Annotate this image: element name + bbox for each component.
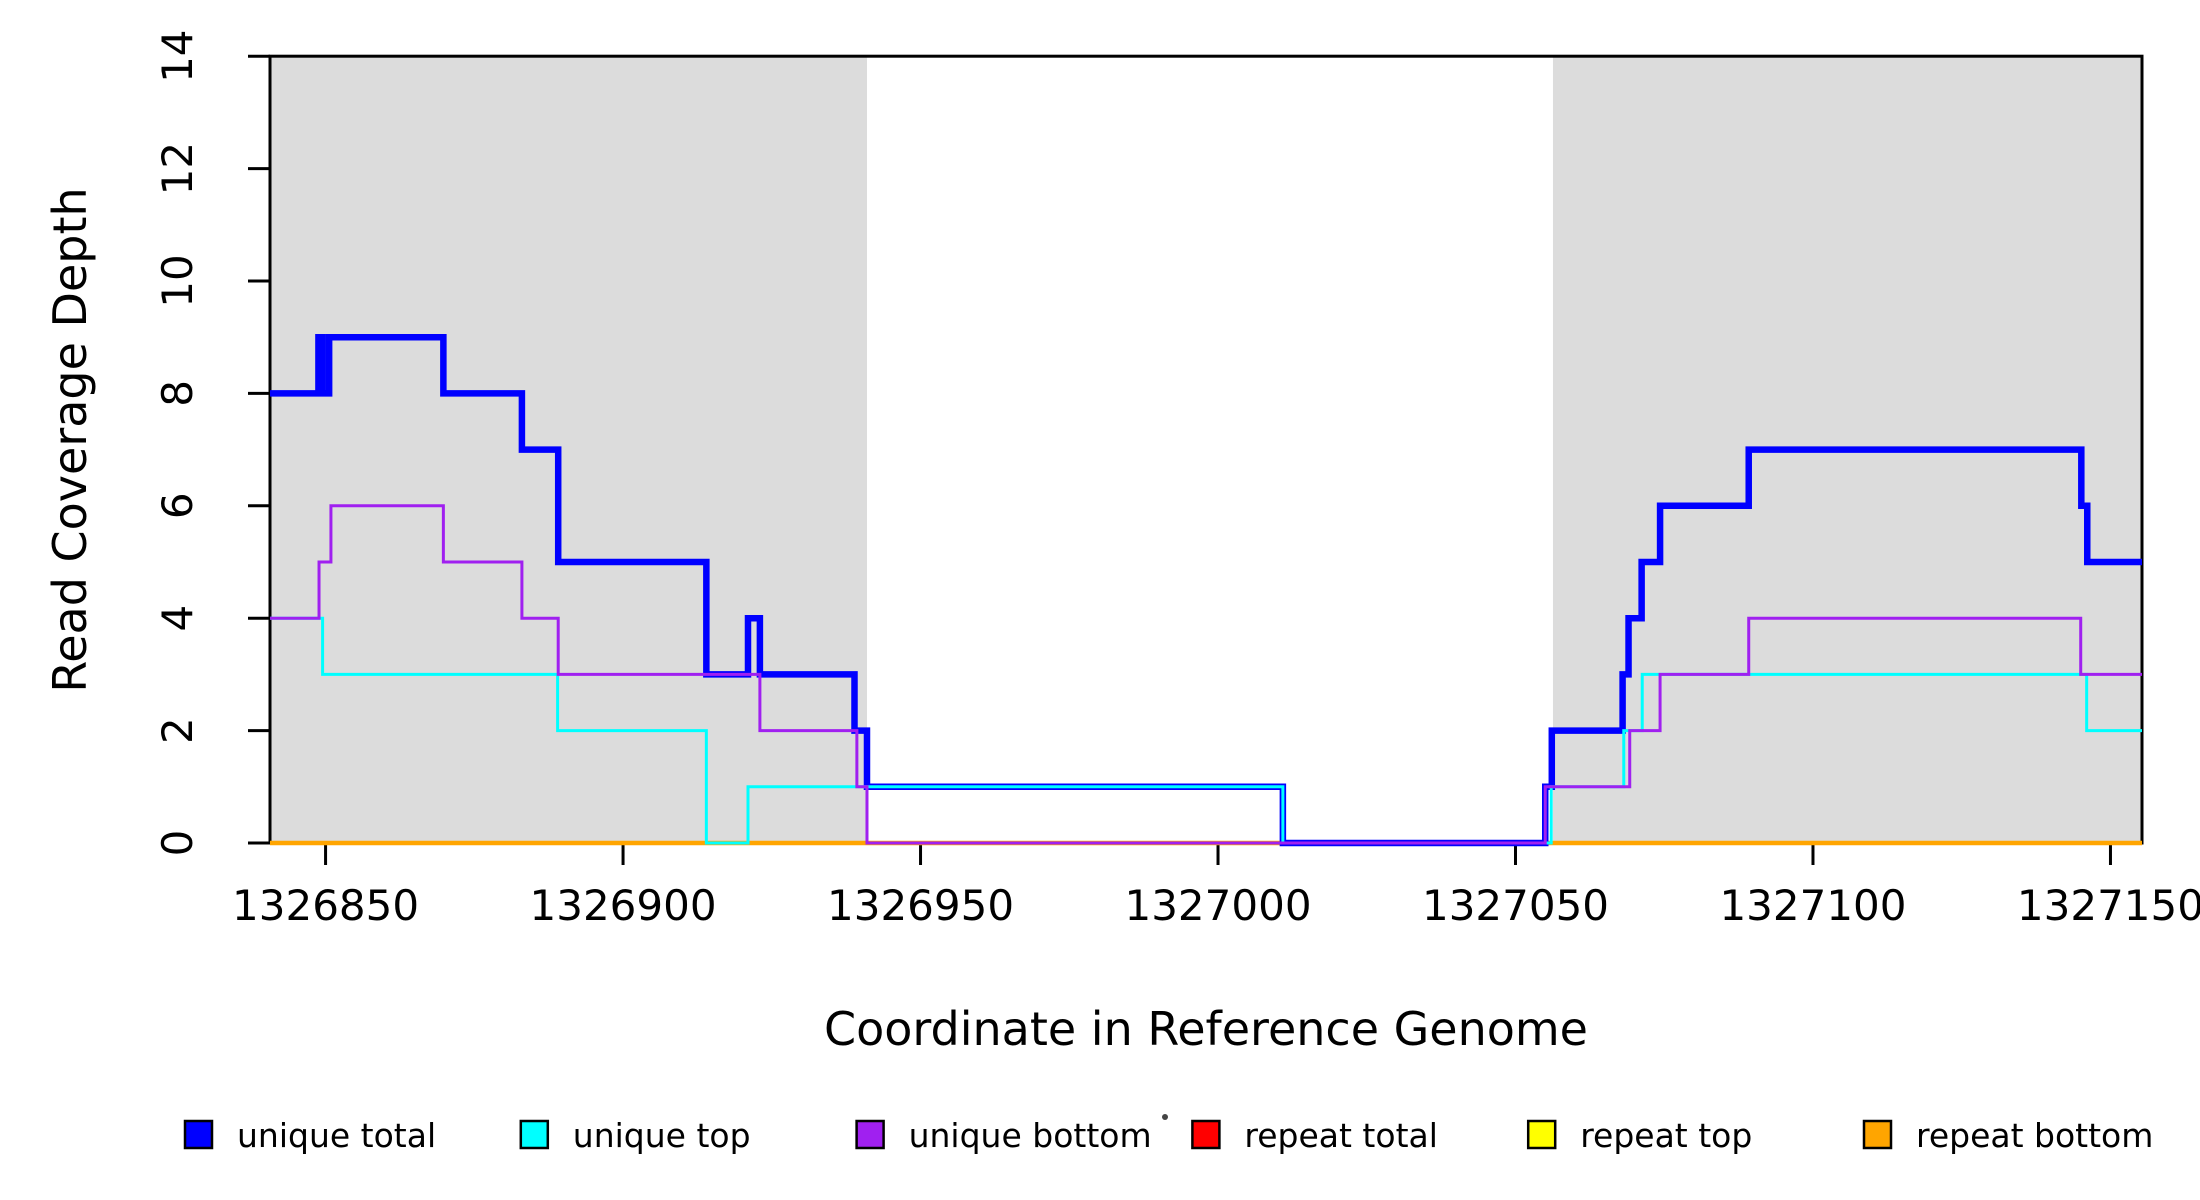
- legend-swatch-unique-total: [183, 1119, 214, 1150]
- legend-label-unique-top: unique top: [573, 1116, 751, 1155]
- axes: 1326850 1326900 1326950 1327000 1327050 13271…: [153, 29, 2200, 930]
- x-tick-label-1327000: 1327000: [1124, 881, 1311, 930]
- legend-label-repeat-total: repeat total: [1244, 1116, 1438, 1155]
- x-tick-label-1327150: 1327150: [2017, 881, 2200, 930]
- stray-dot-artifact: [1162, 1114, 1168, 1120]
- y-tick-label-8: 8: [153, 380, 202, 407]
- y-axis-title: Read Coverage Depth: [43, 187, 97, 692]
- legend-item-repeat-total: repeat total: [1191, 1116, 1438, 1155]
- legend-swatch-unique-bottom: [855, 1119, 885, 1150]
- y-tick-label-6: 6: [153, 492, 202, 519]
- y-tick-label-2: 2: [153, 717, 202, 744]
- y-tick-label-12: 12: [153, 142, 202, 195]
- series-lines: [270, 333, 2142, 847]
- legend-label-repeat-bottom: repeat bottom: [1916, 1116, 2153, 1155]
- x-tick-label-1326850: 1326850: [232, 881, 419, 930]
- legend-item-unique-top: unique top: [519, 1116, 751, 1155]
- legend-item-unique-bottom: unique bottom: [855, 1116, 1152, 1155]
- y-tick-label-0: 0: [153, 830, 202, 857]
- y-tick-label-10: 10: [153, 254, 202, 307]
- left-shaded-region: [270, 56, 867, 843]
- legend-item-repeat-bottom: repeat bottom: [1862, 1116, 2153, 1155]
- legend-swatch-unique-top: [519, 1119, 550, 1150]
- series-line-unique-bottom: [270, 504, 2142, 845]
- x-tick-label-1327100: 1327100: [1719, 881, 1906, 930]
- x-tick-label-1326900: 1326900: [530, 881, 717, 930]
- legend-label-unique-bottom: unique bottom: [909, 1116, 1152, 1155]
- x-axis-title: Coordinate in Reference Genome: [824, 1002, 1588, 1056]
- legend-item-unique-total: unique total: [183, 1116, 436, 1155]
- series-line-unique-total: [270, 333, 2142, 847]
- y-tick-label-4: 4: [153, 605, 202, 632]
- legend-label-unique-total: unique total: [237, 1116, 436, 1155]
- y-tick-label-14: 14: [153, 29, 202, 82]
- legend-swatch-repeat-bottom: [1862, 1119, 1893, 1150]
- legend-item-repeat-top: repeat top: [1526, 1116, 1752, 1155]
- legend-swatch-repeat-top: [1526, 1119, 1557, 1150]
- legend-swatch-repeat-total: [1191, 1119, 1221, 1150]
- x-tick-label-1326950: 1326950: [827, 881, 1014, 930]
- x-tick-label-1327050: 1327050: [1422, 881, 1609, 930]
- series-line-unique-top: [270, 616, 2142, 845]
- legend: unique total unique top unique bottom repea…: [183, 1116, 2153, 1155]
- legend-label-repeat-top: repeat top: [1580, 1116, 1752, 1155]
